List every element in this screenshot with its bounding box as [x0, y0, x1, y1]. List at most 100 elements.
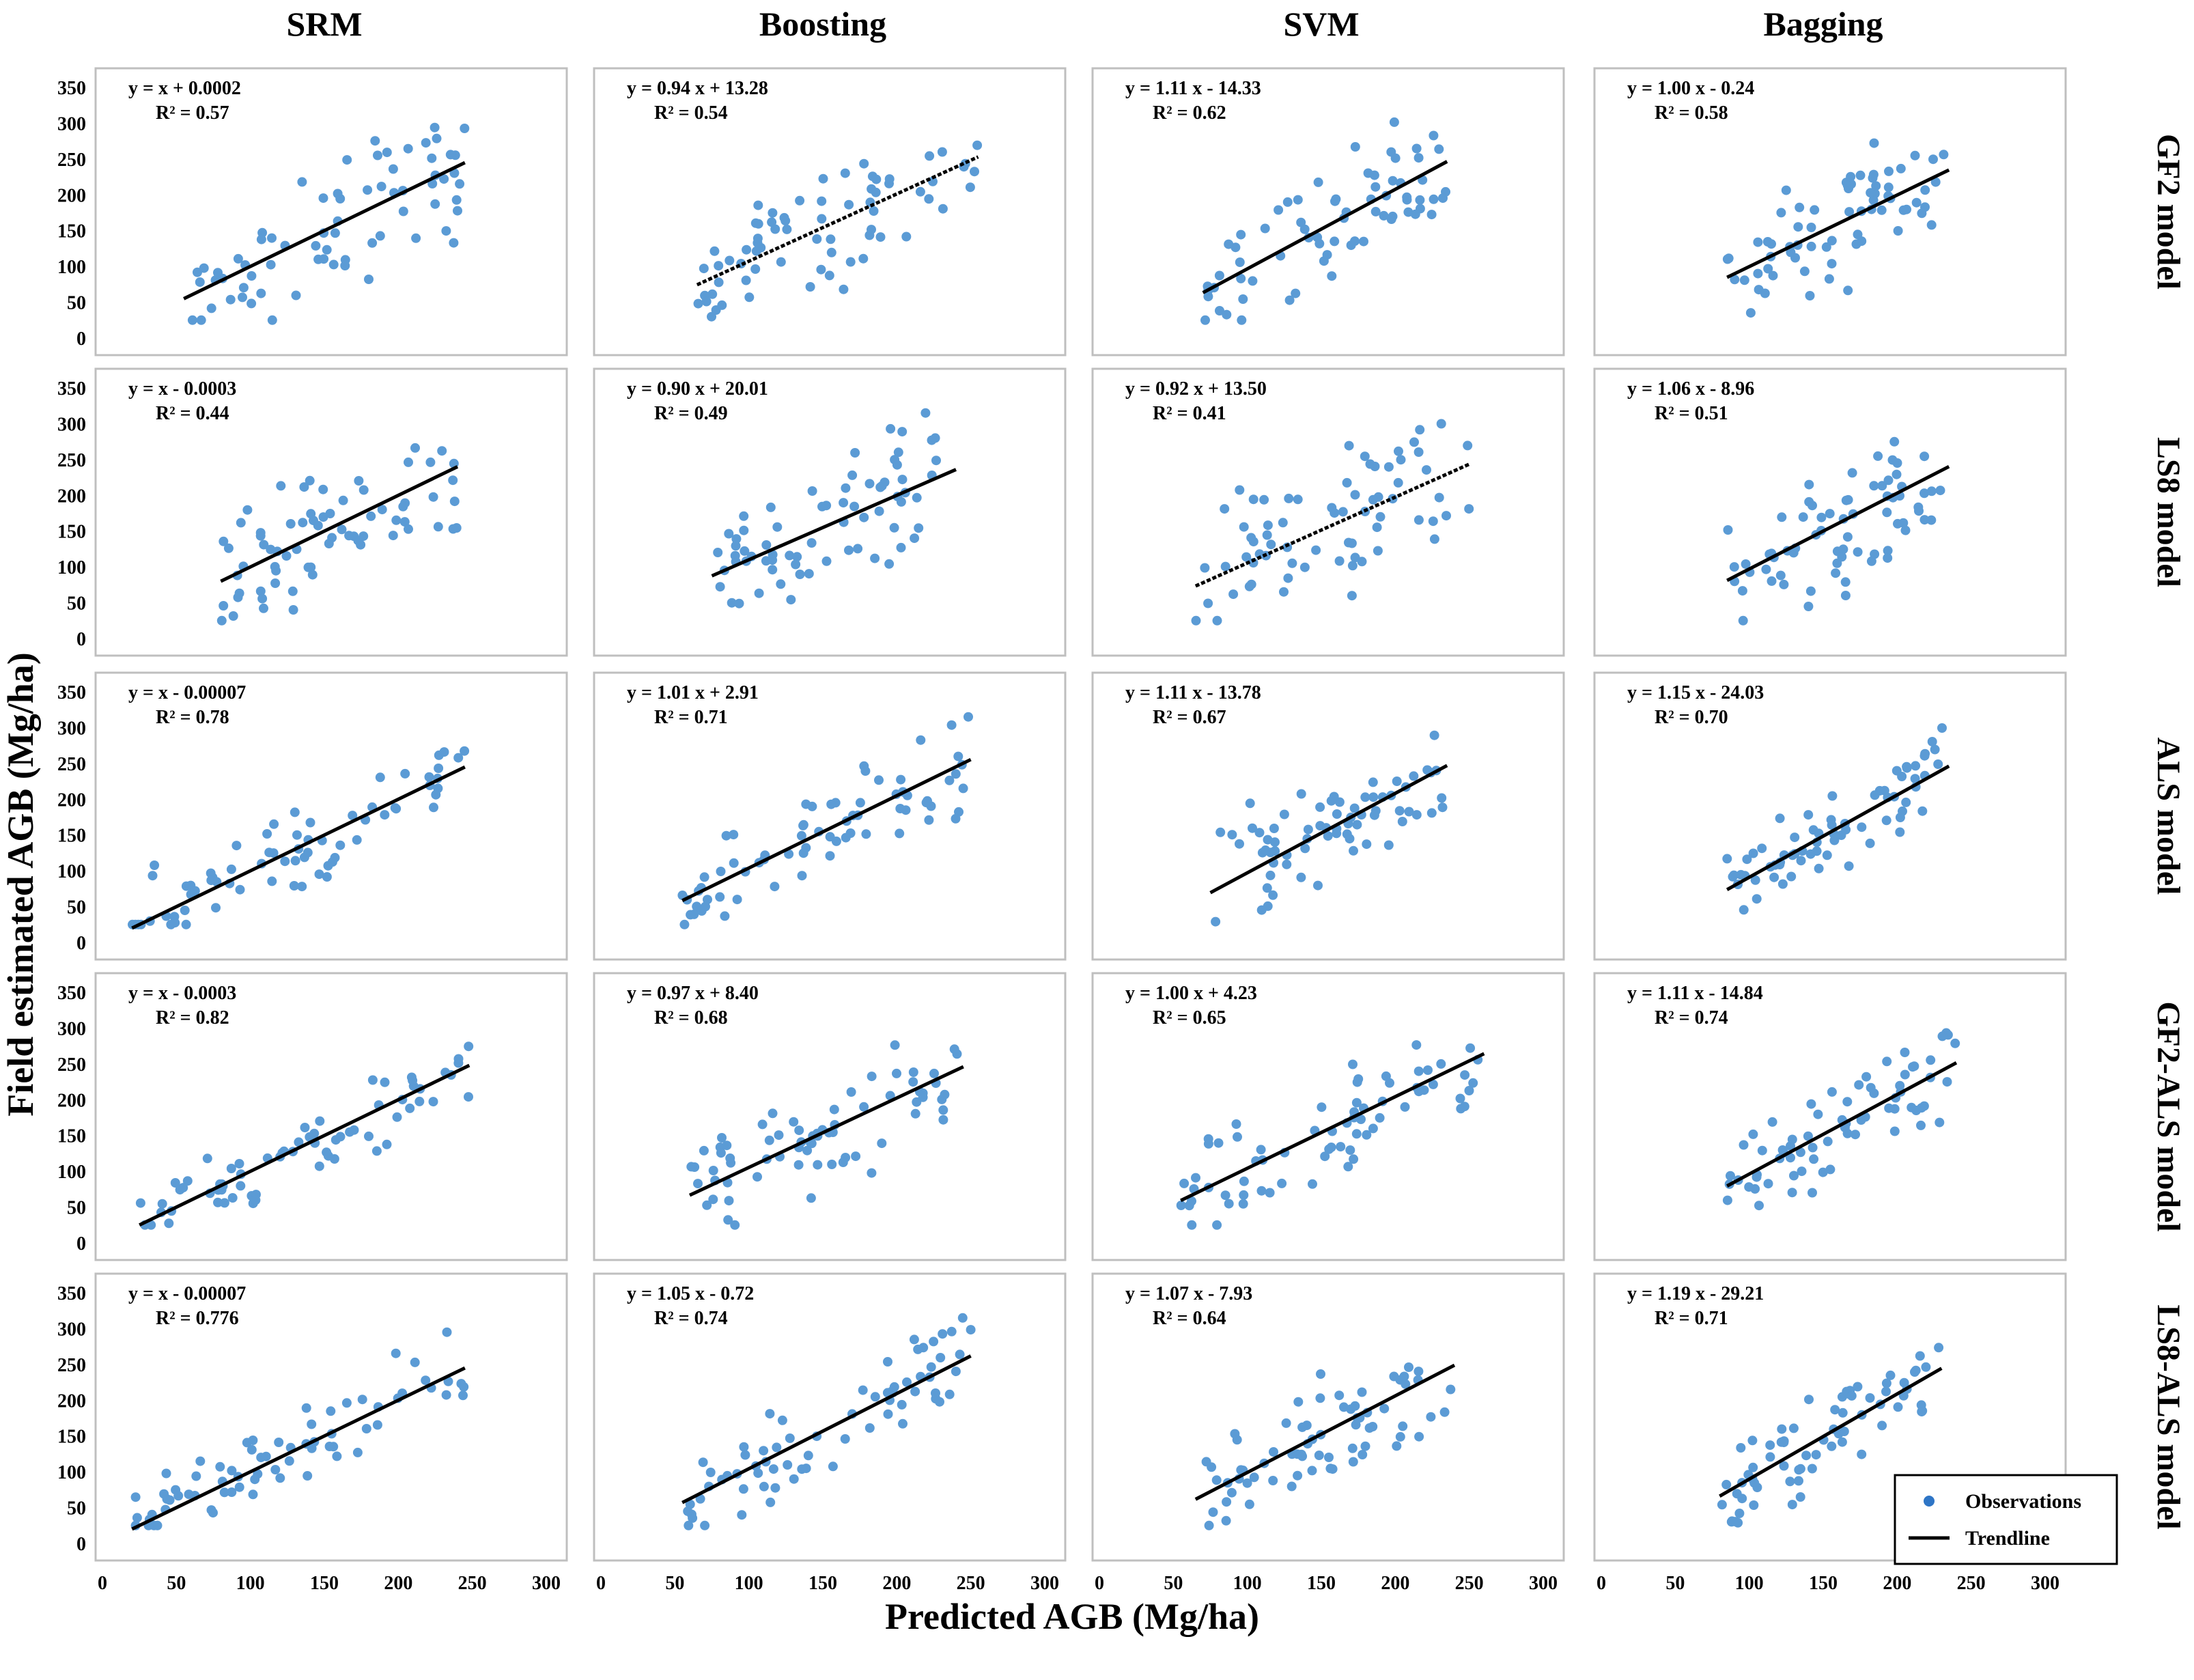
- x-tick-label: 150: [1307, 1573, 1336, 1594]
- observation-point: [170, 1178, 180, 1188]
- observation-point: [1351, 1097, 1362, 1108]
- trendline: [1209, 764, 1448, 895]
- observation-point: [1857, 236, 1867, 247]
- observation-point: [132, 1513, 142, 1523]
- observation-point: [1220, 561, 1230, 572]
- observation-point: [291, 290, 301, 300]
- observation-point: [441, 226, 451, 236]
- observation-point: [1397, 817, 1407, 826]
- observation-point: [744, 292, 755, 303]
- observation-point: [949, 1044, 959, 1054]
- observation-point: [795, 195, 805, 206]
- panel-frame: [1091, 367, 1565, 657]
- observation-point: [924, 194, 934, 204]
- observation-point: [270, 578, 281, 588]
- observation-point: [147, 871, 158, 881]
- observation-point: [1235, 839, 1244, 849]
- observation-point: [1827, 1441, 1837, 1451]
- observation-point: [1911, 761, 1921, 771]
- observation-point: [1808, 1143, 1818, 1153]
- observation-point: [892, 1068, 901, 1078]
- observation-point: [261, 1451, 271, 1461]
- observation-point: [826, 234, 836, 244]
- r-squared: R² = 0.51: [1655, 403, 1728, 424]
- observation-point: [1927, 737, 1937, 746]
- observation-point: [859, 158, 869, 169]
- observation-point: [796, 830, 806, 841]
- observation-point: [1902, 763, 1912, 773]
- observation-point: [358, 531, 369, 542]
- y-tick-label: 350: [57, 983, 86, 1004]
- observation-point: [303, 848, 313, 858]
- observation-point: [1741, 559, 1751, 569]
- observation-point: [1231, 1119, 1241, 1129]
- observation-point: [1806, 241, 1816, 251]
- observation-point: [1737, 586, 1747, 596]
- observation-point: [1816, 512, 1827, 522]
- y-tick-label: 0: [76, 1534, 86, 1555]
- regression-equation: y = 1.11 x - 14.84: [1627, 983, 1763, 1004]
- observation-point: [411, 233, 421, 243]
- observation-point: [684, 1520, 694, 1530]
- observation-point: [421, 138, 431, 148]
- column-title-srm: SRM: [286, 5, 362, 43]
- observation-point: [349, 1125, 359, 1135]
- observation-point: [285, 519, 296, 529]
- r-squared: R² = 0.62: [1153, 102, 1226, 124]
- observation-point: [897, 427, 908, 437]
- observation-point: [1861, 1072, 1872, 1082]
- observation-point: [738, 1484, 748, 1494]
- observation-point: [1446, 1384, 1456, 1395]
- observation-point: [1211, 916, 1221, 927]
- observation-point: [1279, 587, 1289, 597]
- observation-point: [741, 275, 751, 285]
- observation-point: [839, 498, 849, 508]
- observation-point: [1768, 270, 1778, 281]
- observation-point: [740, 546, 750, 556]
- observation-point: [1423, 1065, 1433, 1075]
- observation-point: [727, 598, 737, 608]
- observation-point: [315, 1116, 325, 1126]
- observation-point: [215, 1461, 225, 1472]
- observation-point: [912, 492, 922, 503]
- observation-point: [305, 475, 315, 486]
- observation-point: [266, 260, 276, 270]
- observation-point: [853, 544, 863, 554]
- observation-point: [445, 150, 455, 160]
- observation-point: [1365, 459, 1375, 469]
- observation-point: [916, 735, 926, 745]
- observation-point: [1749, 1500, 1759, 1510]
- row-title-als-model: ALS model: [2150, 738, 2186, 895]
- observation-point: [716, 867, 726, 876]
- observation-point: [1393, 477, 1403, 488]
- trendline: [688, 1065, 964, 1197]
- observation-point: [730, 550, 740, 561]
- observation-point: [1200, 563, 1210, 573]
- observation-point: [367, 238, 378, 248]
- x-tick-label: 150: [1809, 1573, 1838, 1594]
- observation-point: [453, 753, 464, 763]
- observation-point: [739, 1442, 749, 1452]
- observation-point: [729, 858, 739, 868]
- regression-equation: y = 1.11 x - 13.78: [1125, 682, 1261, 703]
- observation-point: [1813, 1109, 1823, 1119]
- panel-frame: [593, 67, 1067, 356]
- observation-point: [926, 1362, 936, 1372]
- observation-point: [464, 1092, 473, 1102]
- observation-point: [1926, 220, 1937, 230]
- observation-point: [1920, 202, 1930, 212]
- observation-point: [940, 1089, 950, 1100]
- observation-point: [196, 315, 206, 325]
- panel-svm-gf2-als: y = 1.00 x + 4.23 R² = 0.65: [1091, 972, 1565, 1261]
- observation-point: [1896, 163, 1906, 173]
- observation-point: [437, 446, 447, 456]
- observation-point: [1287, 558, 1297, 568]
- observation-point: [1785, 1476, 1795, 1487]
- r-squared: R² = 0.44: [156, 403, 229, 424]
- observation-point: [388, 164, 398, 174]
- observation-point: [1825, 509, 1835, 519]
- observation-point: [897, 1399, 907, 1410]
- observation-point: [798, 820, 808, 830]
- observation-point: [1779, 1438, 1789, 1448]
- observation-point: [1239, 522, 1249, 532]
